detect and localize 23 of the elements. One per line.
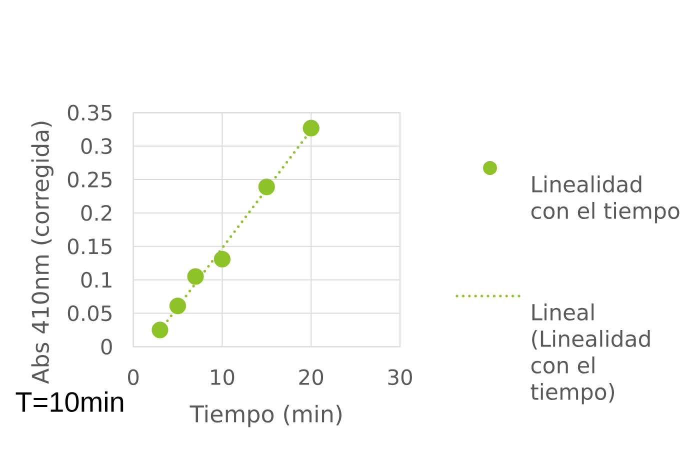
x-tick-label: 20 [299,369,324,386]
y-tick-label: 0.15 [68,238,112,254]
point [258,178,275,196]
point [187,268,204,285]
y-tick-label: 0.05 [68,305,112,322]
y-tick-label: 0.2 [81,205,112,221]
point [152,322,168,338]
text: T=10min [16,391,124,412]
y-axis-title: Abs 410nm (corregida) [31,122,54,384]
y-tick-label: 0.3 [81,138,112,154]
y-tick-label: 0 [101,338,112,355]
y-tick-label: 0.25 [68,172,112,188]
text: Linealidad con el tiempo [531,175,680,224]
point [214,250,231,268]
y-tick-label: 0.35 [68,104,112,121]
point [169,298,186,314]
x-tick-label: 10 [211,369,234,386]
y-tick-label: 0.1 [81,272,112,288]
text: Lineal (Linealidad con el tiempo) [530,303,650,404]
x-axis-title: Tiempo (min) [190,404,342,428]
x-tick-label: 30 [388,369,412,386]
x-tick-label: 0 [128,369,139,386]
point [302,120,320,136]
